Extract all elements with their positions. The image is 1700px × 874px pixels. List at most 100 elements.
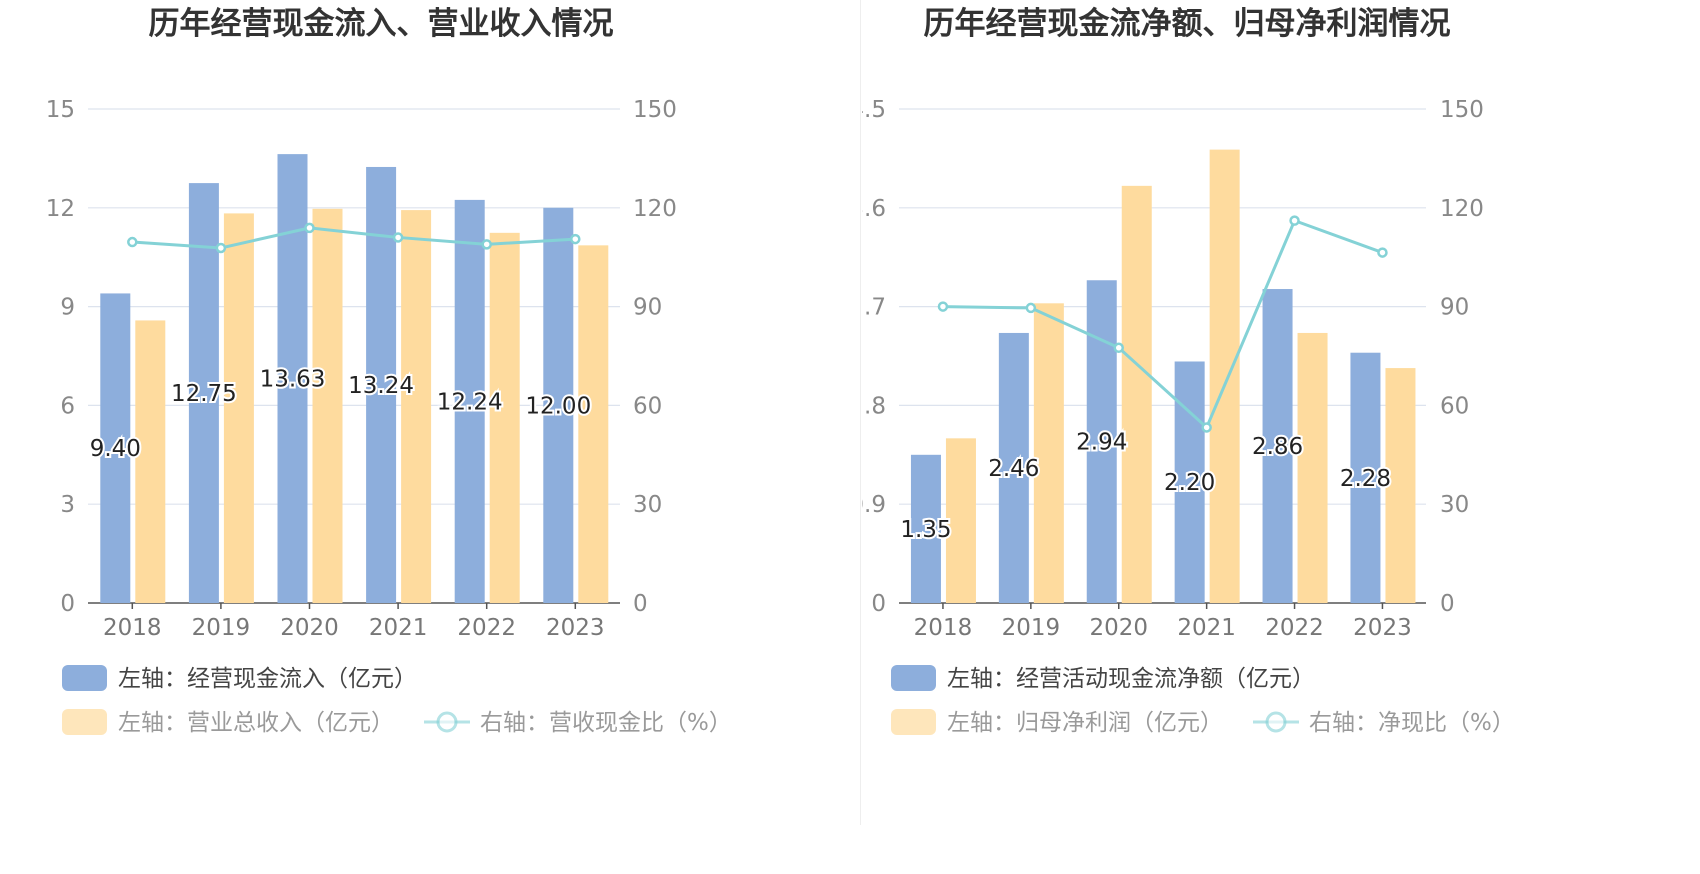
line-point [1025, 302, 1037, 314]
bar-primary [188, 183, 219, 603]
legend-label-secondary-bar: 左轴：归母净利润（亿元） [947, 710, 1223, 736]
line-point [1113, 342, 1124, 354]
x-tick-label: 2023 [1353, 615, 1412, 641]
x-tick-label: 2022 [457, 615, 516, 641]
y-left-tick-label: 6 [60, 393, 75, 419]
x-tick-label: 2018 [914, 615, 973, 641]
bar-secondary [489, 232, 520, 603]
legend-swatch-primary-bar [62, 665, 107, 691]
bar-secondary [1121, 185, 1152, 603]
y-right-tick-label: 90 [1440, 295, 1469, 321]
bar-secondary [401, 210, 432, 603]
y-left-tick-label: 4.5 [862, 97, 886, 123]
data-label: 12.24 [437, 389, 503, 415]
line-series [132, 226, 576, 250]
data-label: 1.35 [900, 517, 951, 543]
data-label: 12.00 [525, 393, 591, 419]
data-label: 12.75 [171, 381, 237, 407]
y-right-tick-label: 90 [633, 295, 662, 321]
bar-secondary [1033, 303, 1064, 603]
x-tick-label: 2022 [1265, 615, 1324, 641]
chart-panel-right: 历年经营现金流净额、归母净利润情况 0 0.9 1.8 2.7 3.6 4.5 0 30 60 90… [862, 0, 1700, 874]
y-left-tick-label: 15 [46, 97, 75, 123]
data-label: 2.28 [1340, 466, 1391, 492]
line-point [215, 242, 227, 254]
legend-swatch-line-marker [1265, 711, 1287, 733]
x-tick-label: 2020 [1089, 615, 1148, 641]
legend-label-line: 右轴：净现比（%） [1309, 710, 1515, 736]
line-point [937, 301, 949, 312]
bar-secondary [312, 208, 343, 603]
y-right-tick-label: 150 [633, 97, 677, 123]
y-left-tick-label: 3 [60, 492, 75, 518]
bar-primary [100, 293, 131, 603]
y-right-tick-label: 0 [1440, 591, 1455, 617]
line-point [127, 236, 138, 248]
line-point [1289, 215, 1300, 226]
bar-secondary [1297, 332, 1328, 603]
y-right-tick-label: 30 [633, 492, 662, 518]
legend-swatch-secondary-bar [891, 709, 936, 735]
y-left-tick-label: 0.9 [862, 492, 886, 518]
panel-divider [860, 0, 861, 825]
chart-title: 历年经营现金流净额、归母净利润情况 [924, 6, 1451, 42]
line-series [942, 218, 1383, 430]
x-tick-label: 2020 [280, 615, 339, 641]
bar-primary [366, 166, 397, 604]
x-tick-label: 2023 [546, 615, 605, 641]
y-left-tick-label: 3.6 [862, 196, 886, 222]
line-point [392, 232, 404, 243]
line-point [1201, 422, 1212, 433]
y-right-tick-label: 120 [1440, 196, 1484, 222]
data-label: 13.24 [348, 373, 414, 399]
bar-secondary [135, 320, 166, 603]
legend-swatch-primary-bar [891, 665, 936, 691]
y-right-tick-label: 60 [633, 393, 662, 419]
y-right-tick-label: 60 [1440, 393, 1469, 419]
x-tick-label: 2021 [1177, 615, 1236, 641]
bar-primary [1350, 352, 1381, 603]
legend-label-secondary-bar: 左轴：营业总收入（亿元） [118, 710, 394, 736]
legend-swatch-line-marker [436, 711, 458, 733]
data-label: 2.20 [1164, 470, 1215, 496]
legend-label-primary-bar: 左轴：经营活动现金流净额（亿元） [947, 666, 1315, 692]
line-point [570, 233, 581, 245]
y-right-tick-label: 30 [1440, 492, 1469, 518]
chart-title: 历年经营现金流入、营业收入情况 [149, 6, 614, 42]
line-point [481, 239, 492, 250]
chart-panel-left: 历年经营现金流入、营业收入情况 0 3 6 9 12 15 0 30 60 90 120 150 2018… [46, 6, 732, 736]
y-right-tick-label: 150 [1440, 97, 1484, 123]
data-label: 2.94 [1076, 430, 1127, 456]
y-left-tick-label: 0 [871, 591, 886, 617]
bar-secondary [945, 438, 976, 603]
legend-swatch-secondary-bar [62, 709, 107, 735]
y-left-tick-label: 1.8 [862, 393, 886, 419]
bar-secondary [1385, 368, 1416, 603]
x-tick-label: 2018 [103, 615, 162, 641]
x-tick-label: 2019 [1002, 615, 1061, 641]
y-right-tick-label: 120 [633, 196, 677, 222]
legend-label-primary-bar: 左轴：经营现金流入（亿元） [118, 666, 417, 692]
bar-secondary [223, 213, 254, 603]
x-tick-label: 2021 [369, 615, 428, 641]
y-right-tick-label: 0 [633, 591, 648, 617]
bar-primary [910, 454, 941, 603]
bar-primary [998, 332, 1029, 603]
line-point [304, 222, 315, 234]
data-label: 13.63 [260, 367, 326, 393]
bar-primary [454, 199, 485, 603]
bar-primary [1262, 289, 1293, 603]
line-point [1377, 247, 1388, 258]
x-tick-label: 2019 [192, 615, 251, 641]
y-left-tick-label: 0 [60, 591, 75, 617]
chart-right: 历年经营现金流净额、归母净利润情况 0 0.9 1.8 2.7 3.6 4.5 0 30 60 90… [862, 6, 1515, 736]
chart-left: 历年经营现金流入、营业收入情况0369121503060901201502018… [46, 6, 732, 736]
data-label: 9.40 [90, 436, 141, 462]
bar-primary [543, 207, 574, 604]
data-label: 2.86 [1252, 434, 1303, 460]
y-left-tick-label: 2.7 [862, 295, 886, 321]
data-label: 2.46 [988, 456, 1039, 482]
bar-secondary [1209, 149, 1240, 603]
y-left-tick-label: 12 [46, 196, 75, 222]
y-left-tick-label: 9 [60, 295, 75, 321]
